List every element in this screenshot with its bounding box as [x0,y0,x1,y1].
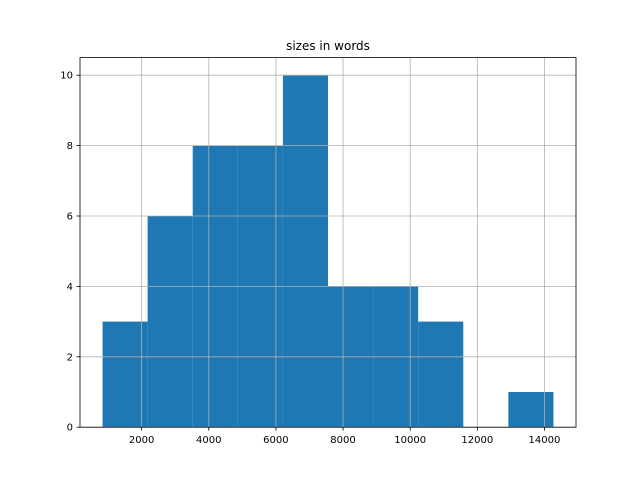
bar [282,75,328,428]
y-tick-label: 8 [67,141,73,152]
y-tick-label: 2 [67,352,73,363]
plot-frame [79,57,577,428]
x-tick-label: 8000 [330,435,355,446]
x-tick-label: 2000 [129,435,154,446]
y-tick-label: 6 [67,212,73,223]
x-tick-label: 6000 [263,435,288,446]
y-tick-label: 0 [67,423,73,434]
bar [102,321,148,428]
x-tick-label: 10000 [394,435,426,446]
y-tick-label: 4 [67,282,73,293]
chart-title: sizes in words [286,39,370,53]
x-tick-label: 12000 [461,435,493,446]
x-tick-label: 14000 [529,435,561,446]
y-tick-label: 10 [60,71,73,82]
bar [147,216,193,428]
x-tick-label: 4000 [196,435,221,446]
bar [418,321,464,428]
bar [508,392,554,428]
